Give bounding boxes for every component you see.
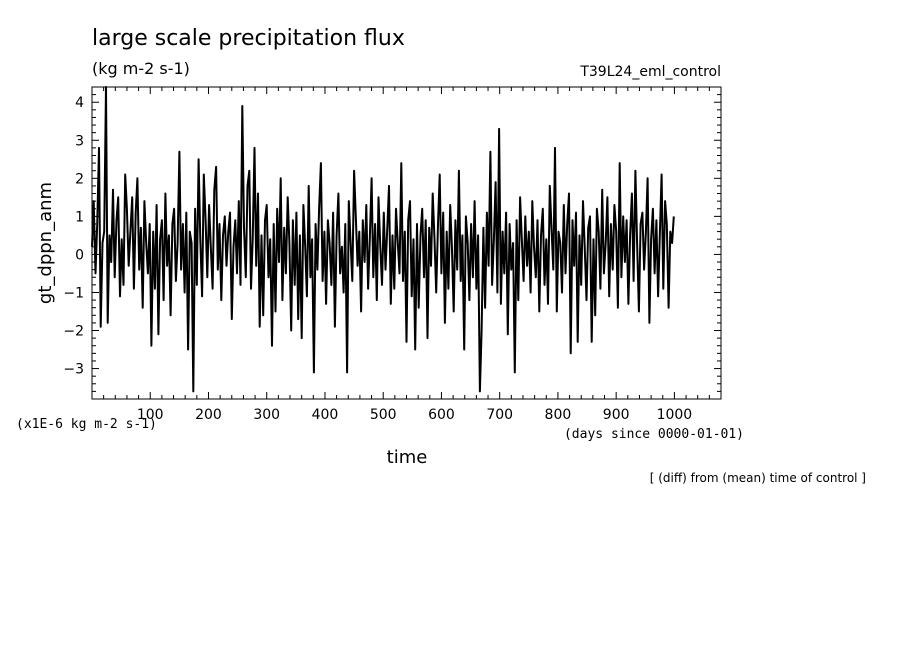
y-tick-label: 0 [75, 247, 84, 263]
chart-subtitle: (kg m-2 s-1) [92, 59, 190, 78]
x-tick-label: 600 [428, 407, 455, 423]
x-tick-label: 900 [603, 407, 630, 423]
y-axis-units: (x1E-6 kg m-2 s-1) [16, 417, 157, 432]
y-tick-label: −2 [63, 324, 84, 340]
y-axis-ticks: −3 −2 −1 0 1 2 3 4 [63, 86, 721, 400]
chart-title: large scale precipitation flux [92, 26, 405, 51]
y-tick-label: −1 [63, 285, 84, 301]
y-tick-label: −3 [63, 362, 84, 378]
x-tick-label: 700 [486, 407, 513, 423]
x-tick-label: 1000 [657, 407, 693, 423]
x-tick-label: 100 [137, 407, 164, 423]
run-label: T39L24_eml_control [579, 64, 721, 80]
y-axis-label: gt_dppn_anm [35, 182, 56, 304]
series-line [91, 86, 675, 393]
x-tick-label: 300 [253, 407, 280, 423]
y-tick-label: 1 [75, 209, 84, 225]
x-axis-label: time [387, 447, 428, 468]
footnote: [ (diff) from (mean) time of control ] [650, 471, 866, 485]
x-axis-ticks: 100 200 300 400 500 600 700 800 900 1000 [103, 87, 710, 423]
x-tick-label: 800 [545, 407, 572, 423]
x-tick-label: 500 [370, 407, 397, 423]
x-tick-label: 400 [312, 407, 339, 423]
y-tick-label: 3 [75, 133, 84, 149]
x-axis-units: (days since 0000-01-01) [564, 427, 744, 442]
x-tick-label: 200 [195, 407, 222, 423]
y-tick-label: 4 [75, 95, 84, 111]
plot-area: 100 200 300 400 500 600 700 800 900 1000 −3 −2 −1 0 1… [63, 86, 722, 423]
y-tick-label: 2 [75, 171, 84, 187]
